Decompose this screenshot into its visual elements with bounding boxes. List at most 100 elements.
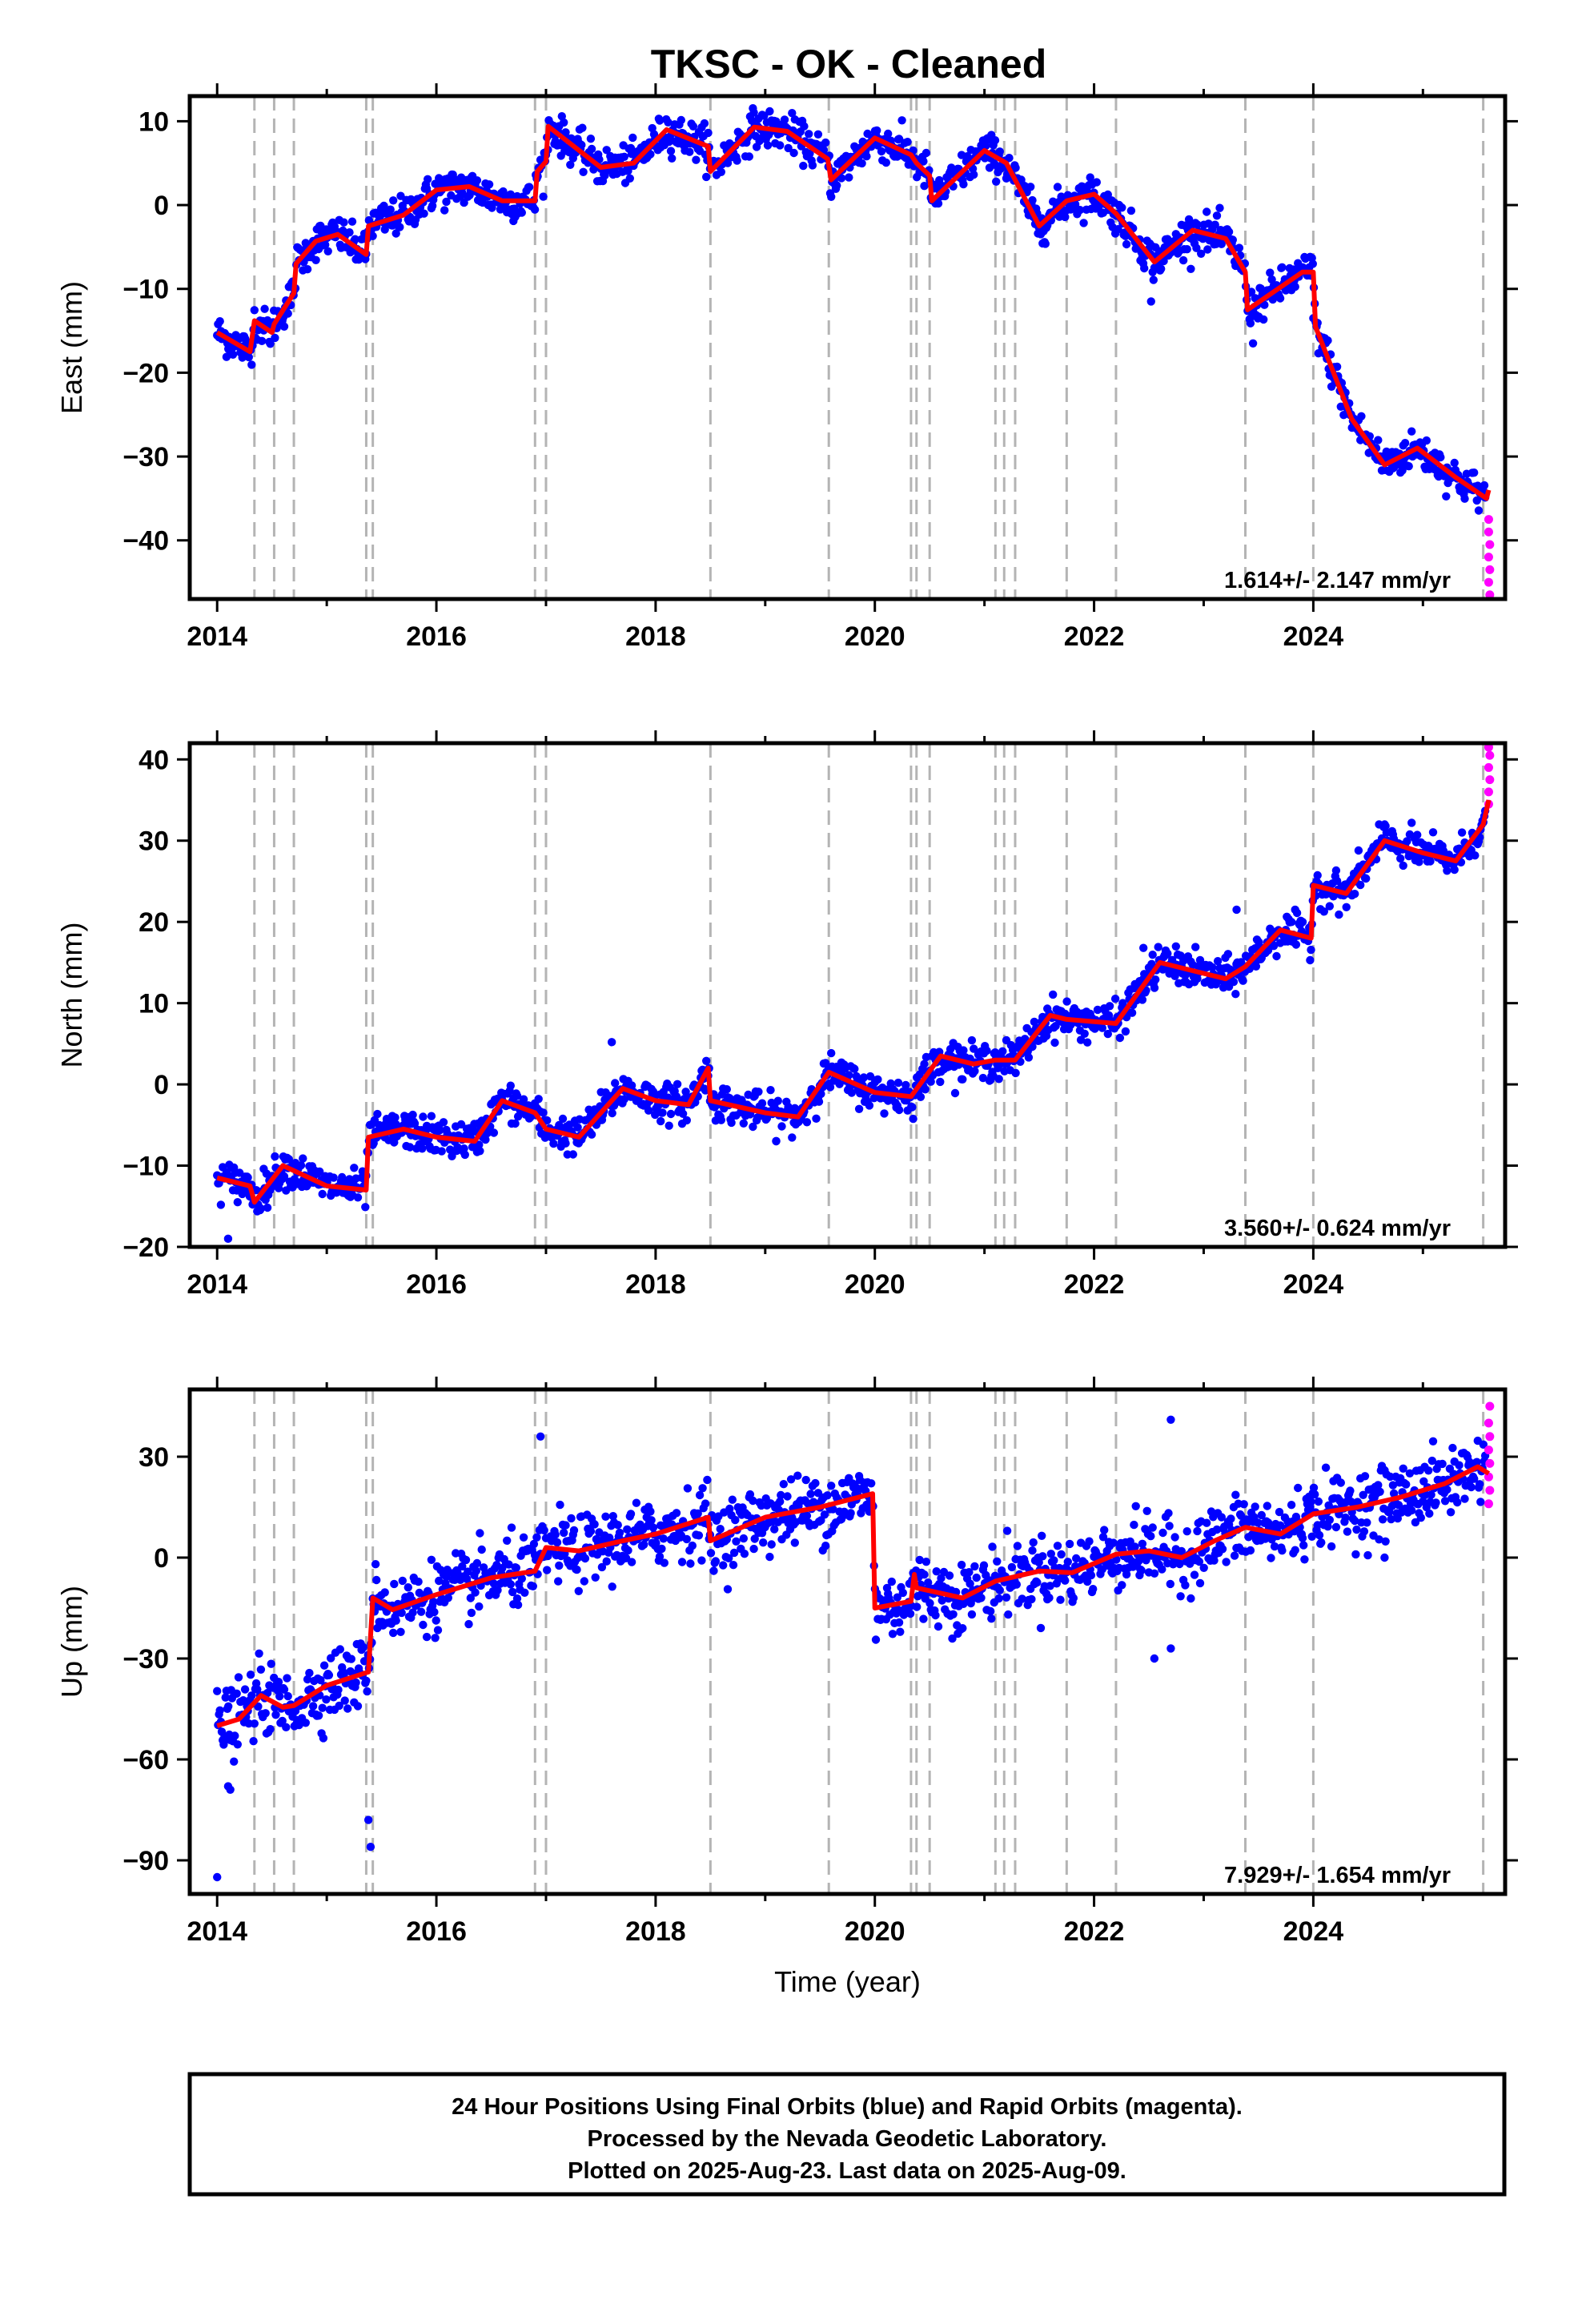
point-east (460, 198, 468, 207)
point-up (1158, 1565, 1166, 1574)
point-up (1321, 1463, 1331, 1472)
point-up (1363, 1518, 1371, 1527)
point-up (820, 1510, 829, 1519)
point-north (1195, 955, 1205, 965)
point-up (408, 1608, 417, 1617)
point-east (813, 130, 823, 139)
point-up (247, 1691, 256, 1700)
point-north (1354, 846, 1363, 855)
point-north (678, 1109, 688, 1119)
point-east (1197, 249, 1206, 258)
point-up (888, 1630, 897, 1638)
point-up (1257, 1510, 1267, 1520)
point-up (993, 1557, 1002, 1566)
point-up (1246, 1546, 1255, 1555)
point-north (958, 1075, 967, 1084)
point-east (733, 156, 741, 165)
point-east (1028, 195, 1037, 205)
point-up (698, 1484, 707, 1493)
point-north (920, 1059, 929, 1068)
outlier-point-east (1146, 297, 1155, 306)
point-up (801, 1475, 810, 1485)
x-tick-label-north: 2020 (845, 1269, 905, 1300)
point-up (230, 1757, 239, 1766)
point-east (347, 217, 357, 226)
point-north (1138, 995, 1147, 1004)
panel-north: 2014 2016 2018 2020 2022 2024 −20 −10 0 10 20 30 40 N… (55, 730, 1518, 1300)
point-up (871, 1635, 881, 1644)
point-north (865, 1101, 874, 1110)
point-up (318, 1703, 327, 1712)
outlier-point-up (1166, 1415, 1175, 1425)
point-north (1208, 963, 1217, 972)
point-east (1182, 245, 1191, 254)
x-tick-label-east: 2022 (1064, 621, 1125, 652)
point-up (740, 1550, 749, 1558)
point-up (1186, 1594, 1195, 1603)
point-north (1213, 957, 1223, 966)
point-up (461, 1555, 471, 1565)
point-east (587, 144, 596, 154)
point-up (267, 1659, 275, 1668)
point-up (274, 1678, 283, 1687)
outlier-point-up (213, 1872, 222, 1882)
point-north (1332, 876, 1342, 886)
point-up (948, 1634, 957, 1643)
point-up (1374, 1481, 1383, 1490)
point-east (1140, 263, 1149, 273)
point-up (729, 1561, 738, 1570)
point-up (1407, 1506, 1416, 1515)
point-up (532, 1533, 541, 1542)
point-up (931, 1610, 940, 1620)
point-east (1005, 154, 1014, 163)
point-up (1166, 1579, 1175, 1589)
point-up (528, 1582, 537, 1591)
point-east (765, 107, 774, 116)
point-up (319, 1734, 328, 1743)
rapid-point-north (1484, 762, 1493, 772)
point-up (1028, 1546, 1037, 1555)
point-up (915, 1555, 924, 1565)
point-east (1246, 319, 1255, 328)
rapid-point-up (1485, 1486, 1495, 1495)
point-up (1294, 1483, 1303, 1493)
point-up (811, 1478, 820, 1488)
point-up (371, 1560, 380, 1569)
point-east (250, 306, 259, 315)
point-east (228, 350, 238, 359)
rapid-point-east (1485, 565, 1495, 574)
point-up (987, 1614, 996, 1623)
point-up (1307, 1497, 1315, 1506)
point-up (627, 1558, 636, 1566)
point-up (1038, 1531, 1046, 1541)
point-up (958, 1624, 967, 1633)
point-east (897, 116, 906, 125)
point-east (800, 122, 809, 131)
point-north (489, 1128, 499, 1137)
point-up (1394, 1501, 1403, 1510)
point-east (1323, 336, 1332, 345)
point-north (845, 1071, 853, 1080)
point-east (884, 129, 893, 139)
point-north (802, 1118, 812, 1127)
point-north (817, 1089, 825, 1099)
point-north (1335, 910, 1343, 919)
point-north (1450, 865, 1459, 875)
point-north (1298, 918, 1307, 927)
point-east (1186, 264, 1195, 273)
point-up (1331, 1522, 1341, 1532)
point-up (540, 1526, 548, 1535)
point-up (1300, 1555, 1309, 1564)
point-east (959, 179, 968, 189)
point-east (386, 205, 395, 214)
point-east (345, 228, 354, 237)
point-up (256, 1665, 266, 1674)
rate-label-north: 3.560+/- 0.624 mm/yr (1224, 1216, 1451, 1241)
point-east (1275, 294, 1285, 303)
point-up (924, 1578, 933, 1587)
point-north (373, 1109, 382, 1119)
point-up (1378, 1515, 1387, 1524)
point-up (1327, 1542, 1336, 1551)
point-north (666, 1109, 676, 1119)
rapid-point-up (1484, 1418, 1493, 1428)
